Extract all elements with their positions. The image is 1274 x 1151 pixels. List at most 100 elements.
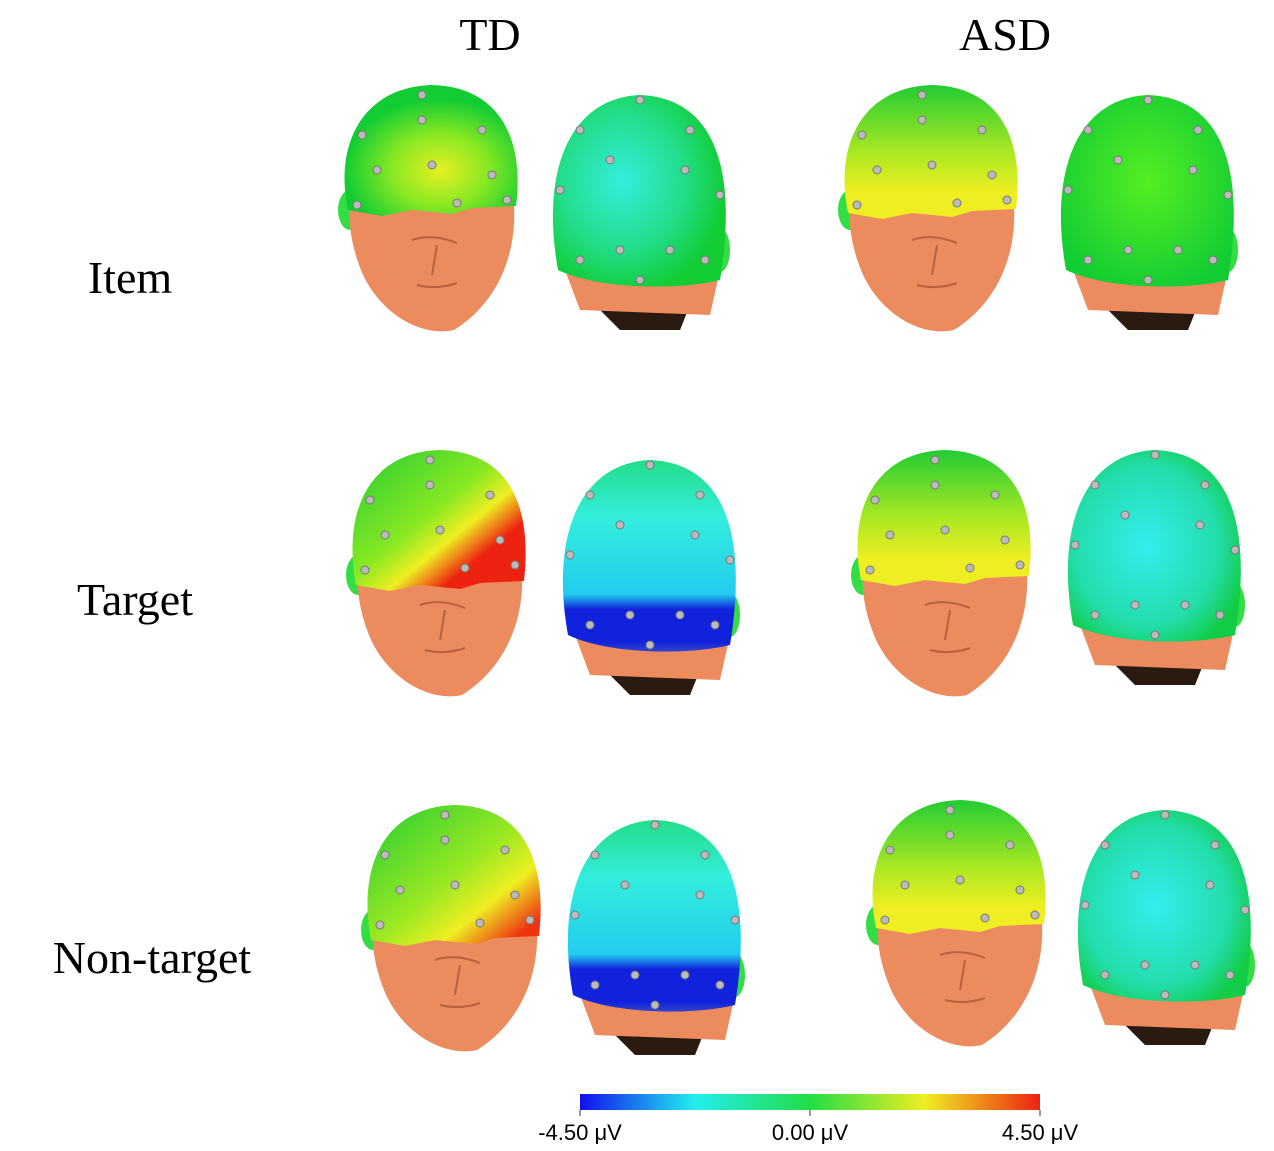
row-label: Target <box>77 574 193 625</box>
scalp <box>345 85 518 216</box>
scalp <box>368 805 541 946</box>
electrode <box>651 821 659 829</box>
electrode <box>1091 481 1099 489</box>
electrode <box>478 126 486 134</box>
electrode <box>953 199 961 207</box>
electrode <box>918 91 926 99</box>
colorbar-label: -4.50 μV <box>538 1120 622 1145</box>
electrode <box>426 481 434 489</box>
electrode <box>696 891 704 899</box>
electrode <box>946 831 954 839</box>
electrode <box>1141 961 1149 969</box>
electrode <box>681 971 689 979</box>
electrode <box>576 256 584 264</box>
electrode <box>988 171 996 179</box>
electrode <box>886 846 894 854</box>
electrode <box>476 919 484 927</box>
electrode <box>1064 186 1072 194</box>
head-back <box>568 820 745 1055</box>
electrode <box>606 156 614 164</box>
electrode <box>1101 841 1109 849</box>
electrode <box>1181 601 1189 609</box>
electrode <box>691 531 699 539</box>
electrode <box>1101 971 1109 979</box>
electrode <box>1191 961 1199 969</box>
electrode <box>686 126 694 134</box>
electrode <box>1161 991 1169 999</box>
electrode <box>381 851 389 859</box>
electrode <box>1031 911 1039 919</box>
electrode <box>1016 561 1024 569</box>
electrode <box>646 641 654 649</box>
electrode <box>353 201 361 209</box>
electrode <box>701 851 709 859</box>
electrode <box>418 91 426 99</box>
electrode <box>676 611 684 619</box>
electrode <box>556 186 564 194</box>
scalp <box>873 800 1046 934</box>
electrode <box>636 276 644 284</box>
electrode <box>931 481 939 489</box>
electrode <box>526 916 534 924</box>
electrode <box>1211 841 1219 849</box>
electrode <box>396 886 404 894</box>
electrode <box>453 199 461 207</box>
electrode <box>1209 256 1217 264</box>
electrode <box>1151 631 1159 639</box>
electrode <box>966 564 974 572</box>
electrode <box>358 131 366 139</box>
scalp <box>353 450 526 591</box>
electrode <box>1151 451 1159 459</box>
head-back <box>1068 450 1245 685</box>
electrode <box>946 806 954 814</box>
electrode <box>1241 906 1249 914</box>
electrode <box>1224 191 1232 199</box>
electrode <box>941 526 949 534</box>
electrode <box>1001 536 1009 544</box>
electrode <box>1201 481 1209 489</box>
electrode <box>1071 541 1079 549</box>
electrode <box>1194 126 1202 134</box>
head-back <box>1078 810 1255 1045</box>
electrode <box>496 536 504 544</box>
electrode <box>591 981 599 989</box>
scalp <box>858 450 1031 586</box>
electrode <box>503 196 511 204</box>
face <box>863 570 1028 696</box>
electrode <box>626 611 634 619</box>
colorbar-label: 4.50 μV <box>1002 1120 1079 1145</box>
electrode <box>701 256 709 264</box>
electrode <box>1016 886 1024 894</box>
electrode <box>511 561 519 569</box>
electrode <box>373 166 381 174</box>
colorbar-label: 0.00 μV <box>772 1120 849 1145</box>
electrode <box>726 556 734 564</box>
electrode <box>1081 901 1089 909</box>
figure: TD ASD Item Target Non-target -4.50 μV 0… <box>0 0 1274 1151</box>
head-maps <box>338 85 1255 1055</box>
electrode <box>1003 196 1011 204</box>
face <box>350 205 515 331</box>
electrode <box>1144 96 1152 104</box>
electrode <box>886 531 894 539</box>
head-back <box>553 95 730 330</box>
electrode <box>441 836 449 844</box>
electrode <box>711 621 719 629</box>
electrode <box>1131 871 1139 879</box>
electrode <box>616 246 624 254</box>
electrode <box>716 191 724 199</box>
electrode <box>853 201 861 209</box>
electrode <box>1121 511 1129 519</box>
electrode <box>381 531 389 539</box>
electrode <box>461 564 469 572</box>
head-front <box>361 805 541 1051</box>
electrode <box>1131 601 1139 609</box>
electrode <box>361 566 369 574</box>
electrode <box>978 126 986 134</box>
electrode <box>1144 276 1152 284</box>
electrode <box>1161 811 1169 819</box>
electrode <box>696 491 704 499</box>
electrode <box>918 116 926 124</box>
electrode <box>436 526 444 534</box>
electrode <box>956 876 964 884</box>
